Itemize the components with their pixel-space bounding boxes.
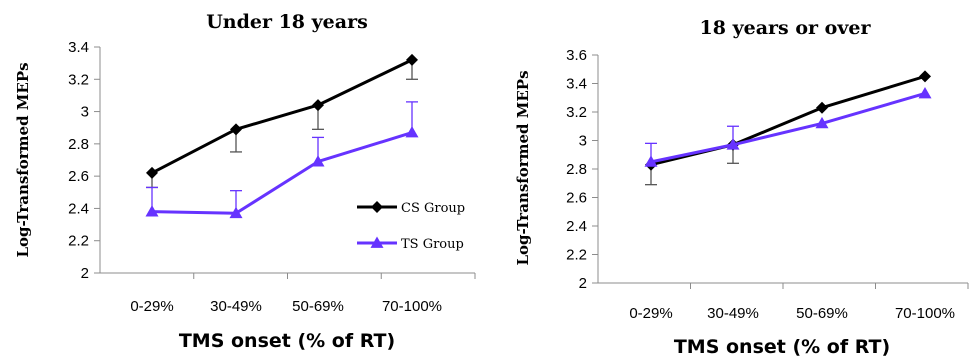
- y-tick-label: 3.2: [68, 71, 89, 88]
- x-tick-label: 30-49%: [210, 298, 262, 315]
- series-ts-group: [145, 101, 419, 219]
- data-point-diamond: [312, 99, 324, 112]
- y-tick-label: 2.6: [566, 190, 587, 207]
- y-tick-label: 2.2: [566, 247, 587, 264]
- data-point-triangle: [644, 155, 658, 167]
- y-tick-label: 2.2: [68, 233, 89, 250]
- x-tick-label: 30-49%: [707, 305, 759, 322]
- y-tick-label: 2.4: [68, 200, 89, 217]
- y-tick-label: 2: [579, 275, 587, 292]
- y-tick-label: 3: [579, 133, 587, 150]
- x-axis-label: TMS onset (% of RT): [674, 336, 890, 358]
- y-axis-label: Log-Transformed MEPs: [14, 62, 32, 257]
- data-point-diamond: [919, 70, 931, 83]
- data-point-triangle: [726, 138, 740, 150]
- chart-title: 18 years or over: [700, 17, 872, 39]
- x-tick-label: 0-29%: [130, 298, 173, 315]
- data-point-triangle: [405, 126, 419, 138]
- data-point-diamond: [816, 101, 828, 114]
- legend-label: TS Group: [401, 237, 464, 252]
- series-line: [151, 131, 413, 215]
- legend-marker-triangle: [370, 236, 384, 248]
- x-tick-label: 50-69%: [796, 305, 848, 322]
- data-point-diamond: [230, 123, 242, 136]
- series-line: [650, 74, 926, 167]
- series-line: [650, 92, 926, 164]
- data-point-triangle: [815, 116, 829, 129]
- x-axis-label: TMS onset (% of RT): [179, 330, 395, 352]
- y-tick-label: 3.2: [566, 104, 587, 121]
- series-line: [151, 58, 413, 175]
- legend-marker-diamond: [371, 201, 383, 213]
- x-tick-label: 50-69%: [292, 298, 344, 315]
- y-axis-label: Log-Transformed MEPs: [514, 70, 532, 265]
- y-tick-label: 3.4: [68, 39, 89, 56]
- y-tick-label: 2.8: [566, 161, 587, 178]
- data-point-triangle: [918, 86, 932, 99]
- x-tick-label: 0-29%: [629, 305, 672, 322]
- data-point-triangle: [311, 155, 325, 167]
- x-tick-label: 70-100%: [382, 298, 442, 315]
- y-tick-label: 2.4: [566, 218, 587, 235]
- data-point-triangle: [229, 206, 243, 219]
- y-tick-label: 3.4: [566, 76, 587, 93]
- data-point-triangle: [145, 205, 159, 217]
- y-tick-label: 3: [81, 104, 89, 121]
- series-ts-group: [644, 86, 932, 167]
- y-tick-label: 2: [81, 265, 89, 282]
- legend-label: CS Group: [401, 201, 465, 216]
- series-cs-group: [645, 70, 931, 186]
- chart-panel-2: 18 years or over Log-Transformed MEPs TMS …: [514, 17, 969, 358]
- y-tick-label: 3.6: [566, 47, 587, 64]
- x-tick-label: 70-100%: [895, 305, 955, 322]
- y-tick-label: 2.6: [68, 168, 89, 185]
- legend: CS Group TS Group: [357, 201, 465, 252]
- data-point-diamond: [146, 166, 158, 179]
- series-cs-group: [146, 53, 418, 189]
- chart-panel-1: Under 18 years Log-Transformed MEPs TMS on…: [14, 11, 476, 352]
- chart-title: Under 18 years: [206, 11, 368, 33]
- y-tick-label: 2.8: [68, 136, 89, 153]
- data-point-diamond: [406, 53, 418, 66]
